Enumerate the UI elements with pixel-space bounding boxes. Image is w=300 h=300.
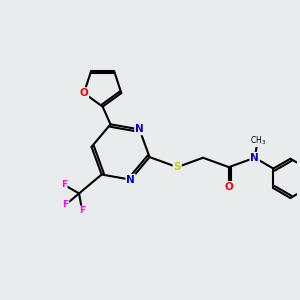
Text: O: O [80, 88, 88, 98]
Text: F: F [62, 200, 69, 209]
Text: F: F [61, 180, 67, 189]
Text: N: N [126, 175, 135, 184]
Text: N: N [250, 153, 259, 163]
Text: O: O [224, 182, 233, 192]
Text: F: F [79, 206, 85, 215]
Text: CH$_3$: CH$_3$ [250, 134, 266, 147]
Text: S: S [173, 162, 181, 172]
Text: N: N [135, 124, 144, 134]
